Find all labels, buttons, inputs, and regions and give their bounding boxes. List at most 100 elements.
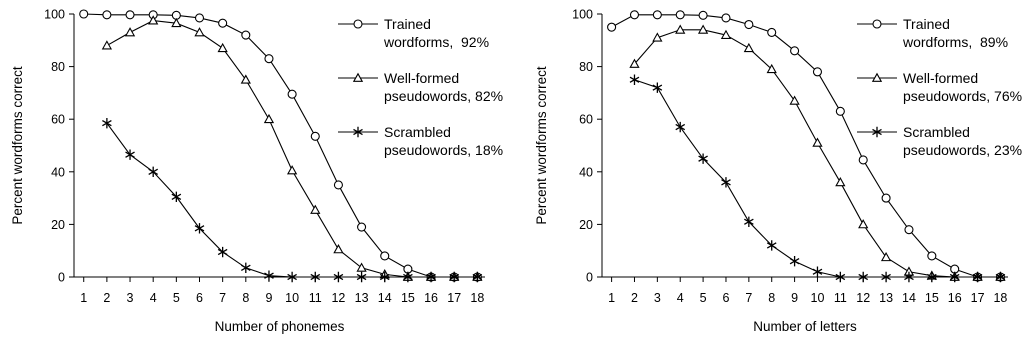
legend-entry: Well-formed pseudowords, 82% (338, 70, 503, 104)
circle-marker (835, 106, 845, 116)
legend-label: wordforms, 89% (902, 34, 1008, 50)
y-tick-label: 40 (51, 165, 65, 179)
asterisk-marker (789, 256, 800, 267)
legend-label: Well-formed (903, 70, 978, 86)
legend-entry: Scrambled pseudowords, 23% (857, 124, 1022, 158)
triangle-marker (286, 165, 298, 175)
y-tick-label: 80 (579, 60, 593, 74)
asterisk-marker (629, 74, 640, 85)
triangle-marker (356, 262, 367, 272)
triangle-marker (675, 24, 686, 34)
asterisk-marker (675, 121, 686, 133)
x-tick-label: 17 (971, 291, 985, 305)
asterisk-marker (403, 271, 413, 283)
x-tick-label: 6 (196, 291, 203, 305)
asterisk-marker (858, 271, 869, 283)
asterisk-marker (379, 271, 390, 283)
circle-marker (812, 67, 823, 77)
x-tick-label: 9 (265, 291, 272, 305)
circle-marker (721, 13, 731, 23)
triangle-marker (766, 63, 777, 74)
legend-label: wordforms, 92% (383, 34, 489, 50)
circle-marker (881, 193, 891, 203)
series-line (634, 79, 1001, 278)
triangle-marker (194, 27, 205, 37)
circle-marker (310, 131, 320, 141)
circle-marker (858, 155, 868, 165)
asterisk-marker (194, 223, 205, 234)
x-tick-label: 10 (285, 291, 299, 305)
asterisk-marker (171, 191, 182, 202)
x-tick-label: 3 (127, 291, 134, 305)
asterisk-marker (949, 271, 960, 283)
asterisk-marker (995, 271, 1006, 283)
asterisk-marker (333, 271, 344, 283)
x-tick-label: 13 (355, 291, 369, 305)
x-tick-label: 15 (925, 291, 939, 305)
x-tick-label: 6 (722, 291, 729, 305)
asterisk-marker (426, 271, 436, 283)
y-tick-label: 20 (579, 218, 593, 232)
circle-marker (125, 10, 135, 20)
x-tick-label: 14 (902, 291, 916, 305)
triangle-marker (720, 29, 732, 39)
y-tick-label: 60 (579, 113, 593, 127)
legend-label: pseudowords, 23% (903, 142, 1022, 158)
circle-marker (194, 13, 205, 23)
asterisk-marker (287, 271, 297, 283)
x-tick-label: 4 (150, 291, 157, 305)
asterisk-marker (972, 271, 983, 283)
triangle-marker (310, 204, 321, 214)
legend-triangle-marker (352, 72, 364, 82)
x-tick-label: 12 (856, 291, 870, 305)
triangle-marker (263, 113, 275, 124)
y-tick-label: 0 (58, 271, 65, 285)
legend-asterisk-marker (353, 126, 363, 138)
asterisk-marker (927, 271, 937, 283)
triangle-marker (652, 32, 663, 42)
y-tick-label: 20 (51, 218, 65, 232)
legend-entry: Trained wordforms, 89% (857, 16, 1008, 50)
legend-label: Trained (903, 16, 950, 32)
triangle-marker (217, 42, 228, 53)
legend-circle-marker (353, 19, 363, 29)
x-tick-label: 12 (331, 291, 345, 305)
triangle-marker (789, 95, 800, 105)
circle-marker (790, 46, 800, 56)
legend-label: pseudowords, 18% (384, 142, 503, 158)
x-tick-label: 14 (378, 291, 392, 305)
triangle-marker (124, 27, 136, 37)
x-tick-label: 13 (879, 291, 893, 305)
triangle-marker (101, 40, 113, 50)
legend-label: Scrambled (903, 124, 970, 140)
x-axis-title: Number of phonemes (215, 319, 345, 334)
x-tick-label: 16 (948, 291, 962, 305)
legend-entry: Scrambled pseudowords, 18% (338, 124, 503, 158)
x-tick-label: 9 (791, 291, 798, 305)
circle-marker (79, 9, 89, 19)
x-tick-label: 2 (103, 291, 110, 305)
legend-label: pseudowords, 82% (384, 88, 503, 104)
triangle-marker (240, 74, 251, 84)
circle-marker (287, 89, 297, 99)
x-tick-label: 11 (834, 291, 847, 305)
x-tick-label: 18 (470, 291, 484, 305)
y-tick-label: 80 (51, 60, 65, 74)
x-tick-label: 8 (768, 291, 775, 305)
x-tick-label: 10 (811, 291, 825, 305)
asterisk-marker (812, 266, 823, 277)
triangle-marker (629, 58, 640, 68)
asterisk-marker (240, 262, 251, 273)
asterisk-marker (904, 271, 914, 283)
triangle-marker (858, 219, 869, 229)
y-tick-label: 100 (572, 8, 593, 22)
circle-marker (927, 251, 937, 261)
circle-marker (652, 10, 662, 20)
legend-entry: Well-formed pseudowords, 76% (857, 70, 1022, 104)
asterisk-marker (766, 240, 777, 251)
x-tick-label: 1 (80, 291, 87, 305)
y-axis-title: Percent wordforms correct (534, 66, 549, 225)
triangle-marker (697, 24, 709, 34)
circle-marker (767, 27, 777, 37)
